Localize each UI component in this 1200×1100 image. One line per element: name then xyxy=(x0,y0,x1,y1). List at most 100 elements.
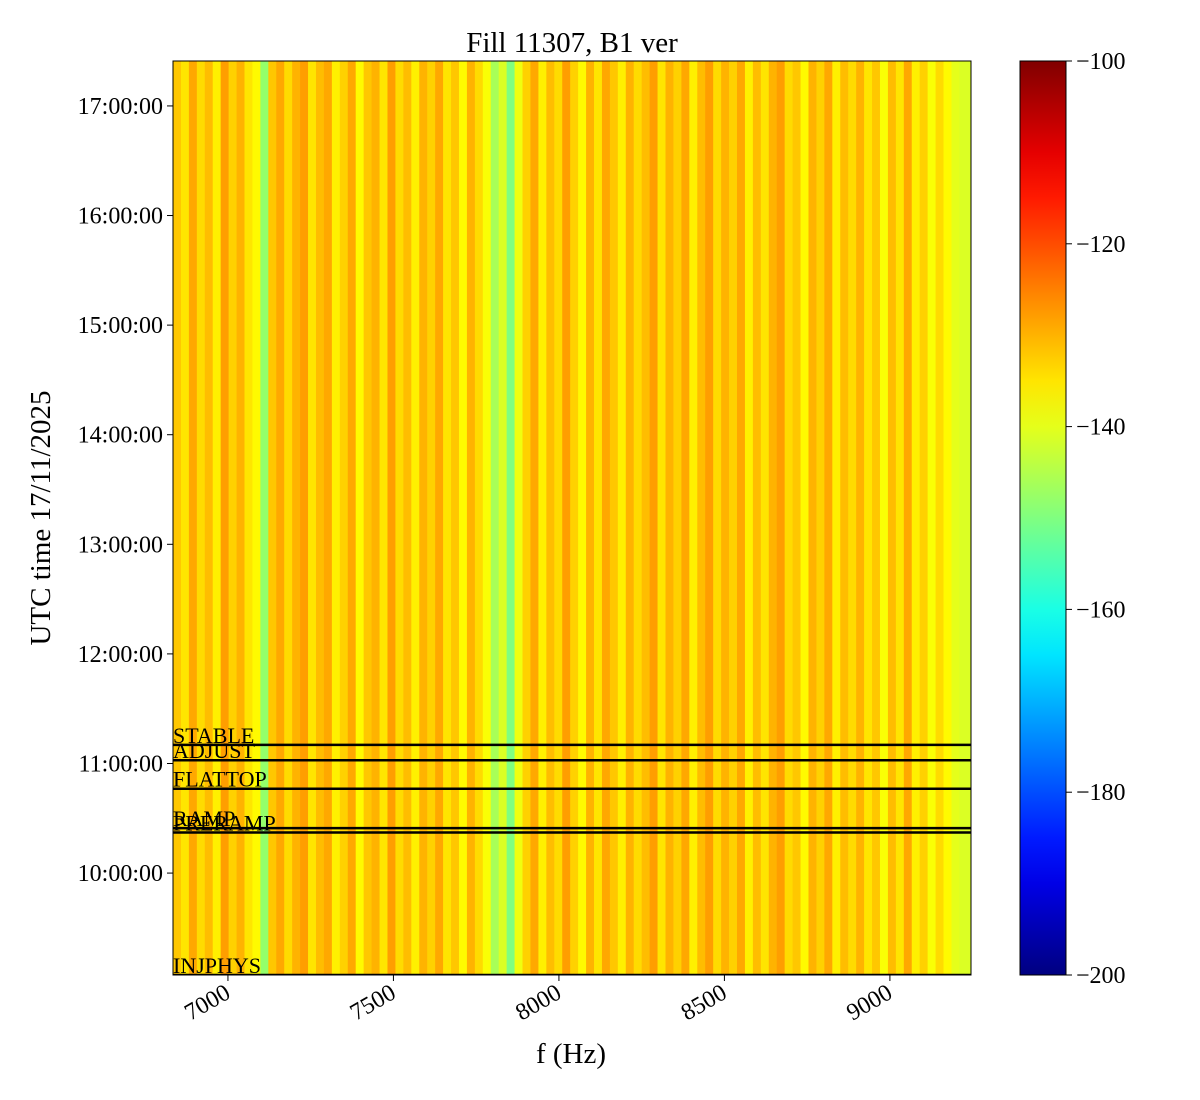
y-tick-label: 13:00:00 xyxy=(78,532,163,558)
y-tick-label: 17:00:00 xyxy=(78,94,163,120)
heat-column xyxy=(848,61,857,975)
heat-column xyxy=(872,61,881,975)
heat-column xyxy=(625,61,635,975)
heat-column xyxy=(887,61,897,975)
heat-column xyxy=(284,61,293,975)
heat-column xyxy=(808,61,818,975)
heat-column xyxy=(729,61,738,975)
y-tick-label: 14:00:00 xyxy=(78,423,163,449)
heat-column xyxy=(911,61,921,975)
event-label: FLATTOP xyxy=(173,767,267,792)
heat-column xyxy=(768,61,778,975)
heat-column xyxy=(188,61,198,975)
heat-column xyxy=(498,61,508,975)
heat-column xyxy=(673,61,682,975)
event-label: PRERAMP xyxy=(173,811,276,836)
heat-column xyxy=(220,61,230,975)
heat-column xyxy=(427,61,436,975)
heat-column xyxy=(705,61,714,975)
colorbar-tick-label: −140 xyxy=(1076,415,1126,441)
heat-column xyxy=(474,61,484,975)
heat-column xyxy=(840,61,849,975)
heat-column xyxy=(458,61,468,975)
heat-column xyxy=(959,61,971,975)
heat-column xyxy=(252,61,261,975)
heat-column xyxy=(530,61,540,975)
heat-column xyxy=(212,61,222,975)
event-label: STABLE xyxy=(173,723,254,748)
heat-column xyxy=(649,61,659,975)
heat-column xyxy=(752,61,762,975)
heat-column xyxy=(403,61,412,975)
heat-column xyxy=(784,61,794,975)
heat-column xyxy=(173,61,182,975)
heat-column xyxy=(617,61,627,975)
chart-title: Fill 11307, B1 ver xyxy=(466,27,678,59)
heat-column xyxy=(657,61,667,975)
heat-column xyxy=(435,61,444,975)
heat-column xyxy=(228,61,238,975)
heat-column xyxy=(776,61,786,975)
heat-column xyxy=(721,61,730,975)
event-label: INJPHYS xyxy=(173,953,261,978)
heat-column xyxy=(760,61,770,975)
heat-column xyxy=(554,61,563,975)
x-tick-label: 9000 xyxy=(842,980,897,1027)
heat-column xyxy=(379,61,389,975)
heat-column xyxy=(371,61,381,975)
heat-column xyxy=(482,61,492,975)
heat-column xyxy=(506,61,516,975)
event-layer xyxy=(173,743,971,975)
heat-column xyxy=(943,61,953,975)
heat-column xyxy=(927,61,937,975)
heat-column xyxy=(538,61,547,975)
colorbar-tick-label: −160 xyxy=(1076,597,1126,623)
heat-column xyxy=(419,61,428,975)
heat-column xyxy=(180,61,190,975)
heat-column xyxy=(903,61,913,975)
x-tick-label: 8000 xyxy=(511,980,566,1027)
colorbar-tick-label: −100 xyxy=(1076,49,1126,75)
heat-column xyxy=(816,61,825,975)
heat-column xyxy=(355,61,365,975)
colorbar xyxy=(1019,60,1067,976)
heat-column xyxy=(451,61,460,975)
heat-column xyxy=(260,61,269,975)
heat-column xyxy=(824,61,833,975)
heat-column xyxy=(490,61,500,975)
heat-column xyxy=(300,61,309,975)
heat-column xyxy=(665,61,675,975)
heat-column xyxy=(244,61,254,975)
heat-column xyxy=(792,61,802,975)
event-label: ADJUST xyxy=(173,738,255,763)
heat-column xyxy=(919,61,929,975)
heat-column xyxy=(308,61,317,975)
y-tick-label: 16:00:00 xyxy=(78,204,163,230)
heat-column xyxy=(331,61,341,975)
y-tick-label: 11:00:00 xyxy=(79,751,163,777)
heat-column xyxy=(689,61,698,975)
heat-column xyxy=(697,61,706,975)
heat-column xyxy=(411,61,420,975)
colorbar-tick-label: −180 xyxy=(1076,780,1126,806)
x-tick-label: 7500 xyxy=(346,980,401,1027)
heat-column xyxy=(387,61,397,975)
heat-column xyxy=(204,61,214,975)
y-tick-label: 15:00:00 xyxy=(78,313,163,339)
heat-column xyxy=(522,61,532,975)
heat-column xyxy=(347,61,357,975)
plot-frame xyxy=(172,60,972,976)
x-tick-label: 8500 xyxy=(677,980,732,1027)
heat-column xyxy=(315,61,325,975)
heat-column xyxy=(681,61,690,975)
heat-column xyxy=(570,61,579,975)
heat-column xyxy=(323,61,333,975)
heat-column xyxy=(879,61,889,975)
heat-column xyxy=(339,61,349,975)
heat-column xyxy=(546,61,555,975)
heat-column xyxy=(895,61,905,975)
heatmap xyxy=(173,61,971,975)
heat-column xyxy=(466,61,476,975)
x-tick-label: 7000 xyxy=(180,980,235,1027)
